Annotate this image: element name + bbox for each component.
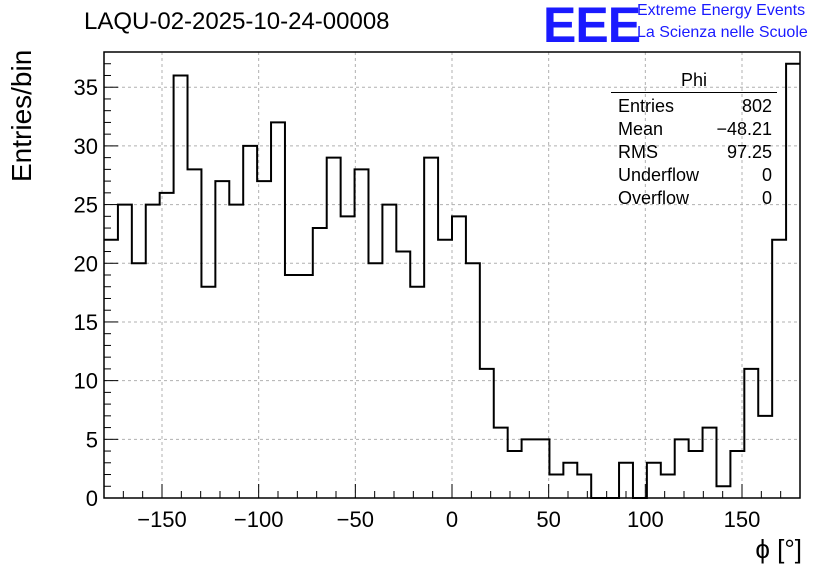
stats-label: Entries (618, 96, 675, 116)
x-tick-label: 0 (446, 507, 458, 532)
x-tick-label: −100 (234, 507, 284, 532)
stats-title: Phi (611, 70, 777, 93)
stats-value: 97.25 (726, 142, 772, 162)
x-axis-label: ϕ [°] (755, 534, 802, 564)
stats-value: 802 (741, 96, 772, 116)
x-tick-labels: −150 −100 −50 0 50 100 150 (137, 507, 760, 532)
eee-logo: EEE (543, 0, 641, 53)
y-tick-label: 20 (74, 251, 98, 276)
stats-label: Underflow (618, 165, 700, 185)
y-tick-label: 30 (74, 134, 98, 159)
stats-row-entries: Entries 802 (611, 95, 777, 118)
x-tick-label: −150 (137, 507, 187, 532)
chart-title: LAQU-02-2025-10-24-00008 (84, 8, 390, 35)
stats-value: 0 (761, 165, 772, 185)
stats-row-underflow: Underflow 0 (611, 164, 777, 187)
stats-row-rms: RMS 97.25 (611, 141, 777, 164)
stats-value: 0 (761, 188, 772, 208)
logo-line-2: La Scienza nelle Scuole (637, 24, 808, 41)
stats-label: RMS (618, 142, 658, 162)
y-tick-label: 10 (74, 369, 98, 394)
x-tick-label: 100 (627, 507, 664, 532)
y-tick-labels: 0 5 10 15 20 25 30 35 (74, 75, 98, 511)
stats-box: Phi Entries 802 Mean −48.21 RMS 97.25 Un… (611, 70, 777, 210)
y-tick-label: 35 (74, 75, 98, 100)
y-tick-label: 15 (74, 310, 98, 335)
x-tick-label: 150 (724, 507, 761, 532)
stats-value: −48.21 (716, 119, 772, 139)
stats-label: Mean (618, 119, 664, 139)
stats-row-mean: Mean −48.21 (611, 118, 777, 141)
logo-line-1: Extreme Energy Events (637, 2, 806, 19)
x-tick-label: −50 (337, 507, 374, 532)
grid-lines (104, 52, 800, 498)
y-tick-label: 0 (86, 486, 98, 511)
y-tick-label: 25 (74, 193, 98, 218)
stats-label: Overflow (618, 188, 690, 208)
y-axis-label: Entries/bin (6, 49, 37, 182)
stats-row-overflow: Overflow 0 (611, 187, 777, 210)
x-tick-label: 50 (536, 507, 560, 532)
y-tick-label: 5 (86, 427, 98, 452)
histogram-series-line (104, 62, 800, 499)
axis-ticks (103, 63, 801, 499)
